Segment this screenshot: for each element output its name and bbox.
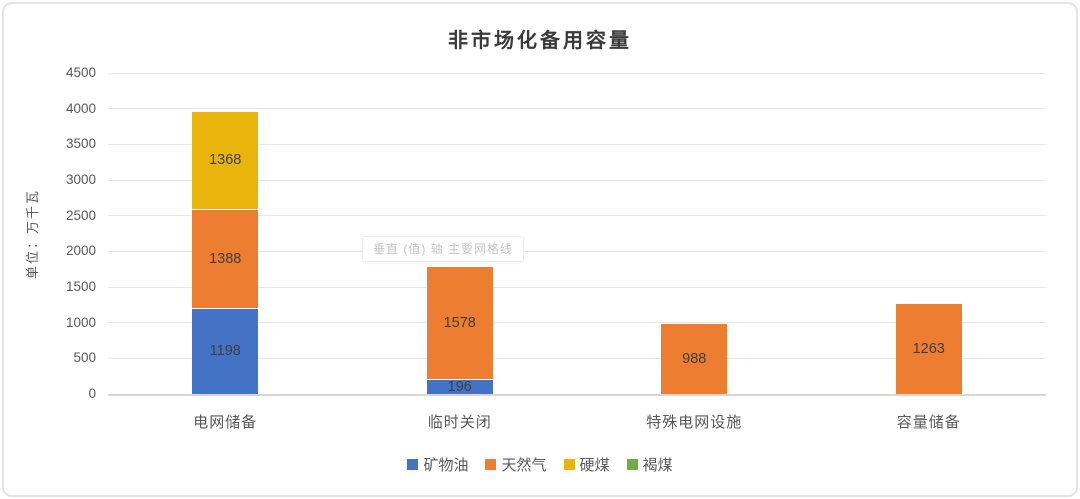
legend-item[interactable]: 褐煤 <box>626 454 673 475</box>
x-axis-label[interactable]: 临时关闭 <box>427 414 492 431</box>
y-axis-tick-label: 3500 <box>65 136 96 152</box>
gridline-tooltip: 垂直 (值) 轴 主要网格线 <box>362 236 524 262</box>
legend-label: 硬煤 <box>579 457 610 474</box>
bar-segment[interactable]: 988 <box>661 323 728 394</box>
bar-value-label: 1578 <box>443 315 476 332</box>
gridline <box>108 108 1046 110</box>
legend-swatch <box>563 459 575 470</box>
bar-value-label: 988 <box>682 350 707 367</box>
legend-label: 天然气 <box>501 457 547 474</box>
x-axis-label[interactable]: 特殊电网设施 <box>646 414 743 431</box>
gridline <box>108 250 1046 252</box>
gridline <box>108 143 1046 145</box>
gridline <box>108 179 1046 181</box>
x-axis-label[interactable]: 电网储备 <box>193 414 258 431</box>
bar-value-label: 1368 <box>209 152 242 169</box>
gridline <box>108 215 1046 217</box>
legend-label: 褐煤 <box>642 457 673 474</box>
x-axis-label[interactable]: 容量储备 <box>896 414 961 431</box>
bar-value-label: 1263 <box>912 340 945 357</box>
chart-title[interactable]: 非市场化备用容量 <box>448 30 632 52</box>
bar-segment[interactable]: 1263 <box>895 303 962 394</box>
legend-item[interactable]: 天然气 <box>485 454 547 475</box>
y-axis-tick-label: 2500 <box>65 207 96 223</box>
y-axis-tick-label: 4500 <box>65 65 96 80</box>
y-axis-tick-label: 500 <box>73 350 96 366</box>
gridline <box>108 72 1046 74</box>
legend-item[interactable]: 矿物油 <box>407 454 468 475</box>
bar-segment[interactable]: 1198 <box>192 308 259 394</box>
bar-segment[interactable]: 1388 <box>192 209 259 309</box>
bar-segment[interactable]: 1578 <box>426 267 493 381</box>
x-axis-line <box>108 394 1046 396</box>
bar-segment[interactable]: 196 <box>426 379 493 395</box>
legend-item[interactable]: 硬煤 <box>563 454 610 475</box>
bar-segment[interactable]: 1368 <box>192 111 259 210</box>
y-axis-tick-label: 4000 <box>65 100 96 116</box>
gridline <box>108 322 1046 324</box>
y-axis-tick-label: 1500 <box>65 279 96 294</box>
legend-swatch <box>485 459 497 470</box>
legend-swatch <box>626 459 638 470</box>
gridline <box>108 357 1046 359</box>
gridline <box>108 286 1046 288</box>
legend-swatch <box>407 459 419 470</box>
bar-value-label: 196 <box>447 379 472 395</box>
bar-value-label: 1388 <box>209 250 242 267</box>
legend-label: 矿物油 <box>423 457 469 474</box>
bar-value-label: 1198 <box>209 343 241 360</box>
y-axis-tick-label: 1000 <box>65 314 96 330</box>
y-axis-tick-label: 0 <box>88 386 96 401</box>
legend: 矿物油 天然气 硬煤 褐煤 <box>0 454 1080 475</box>
y-axis-tick-label: 3000 <box>65 172 96 187</box>
y-axis-tick-label: 2000 <box>65 243 96 259</box>
